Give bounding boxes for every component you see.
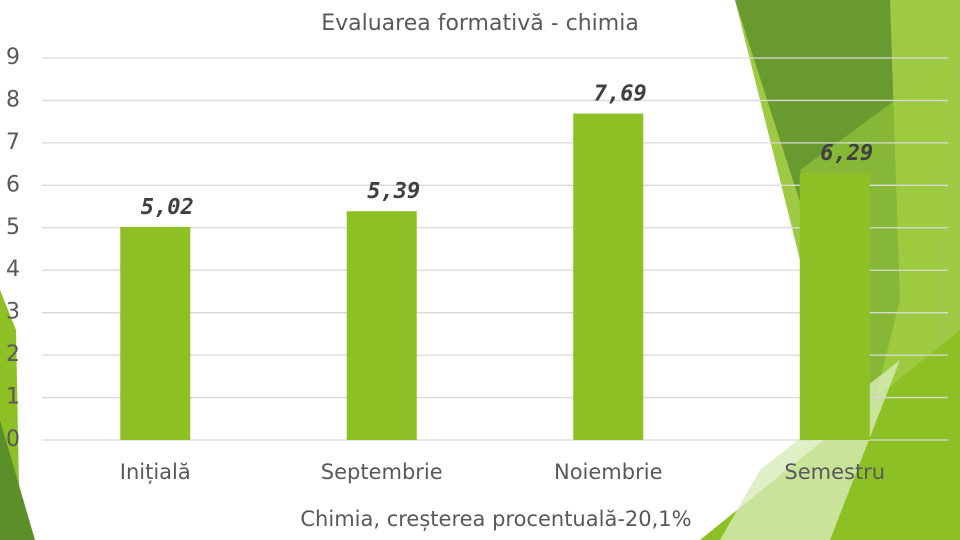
bar	[799, 173, 870, 440]
x-axis-label: Chimia, creșterea procentuală-20,1%	[300, 507, 691, 531]
x-tick-label: Septembrie	[321, 460, 443, 484]
y-tick-label: 5	[6, 215, 20, 240]
bar	[120, 226, 191, 440]
x-tick-label: Noiembrie	[554, 460, 663, 484]
bar	[573, 113, 644, 440]
x-tick-label: Semestru	[784, 460, 885, 484]
y-tick-label: 6	[6, 172, 20, 197]
value-label: 5,39	[367, 179, 420, 204]
y-tick-label: 8	[6, 87, 20, 112]
chart-title: Evaluarea formativă - chimia	[321, 11, 639, 36]
y-tick-label: 7	[6, 130, 20, 155]
y-tick-label: 0	[6, 427, 20, 452]
value-label: 5,02	[141, 195, 194, 220]
y-tick-label: 4	[6, 257, 20, 282]
bar	[346, 211, 417, 440]
y-tick-label: 2	[6, 342, 20, 367]
y-tick-label: 9	[6, 45, 20, 70]
deco-shape	[0, 420, 35, 540]
deco-shape	[800, 60, 950, 440]
y-tick-label: 3	[6, 300, 20, 325]
value-label: 7,69	[594, 82, 647, 107]
x-tick-label: Inițială	[120, 460, 191, 484]
y-tick-label: 1	[6, 385, 20, 410]
value-label: 6,29	[820, 141, 873, 166]
